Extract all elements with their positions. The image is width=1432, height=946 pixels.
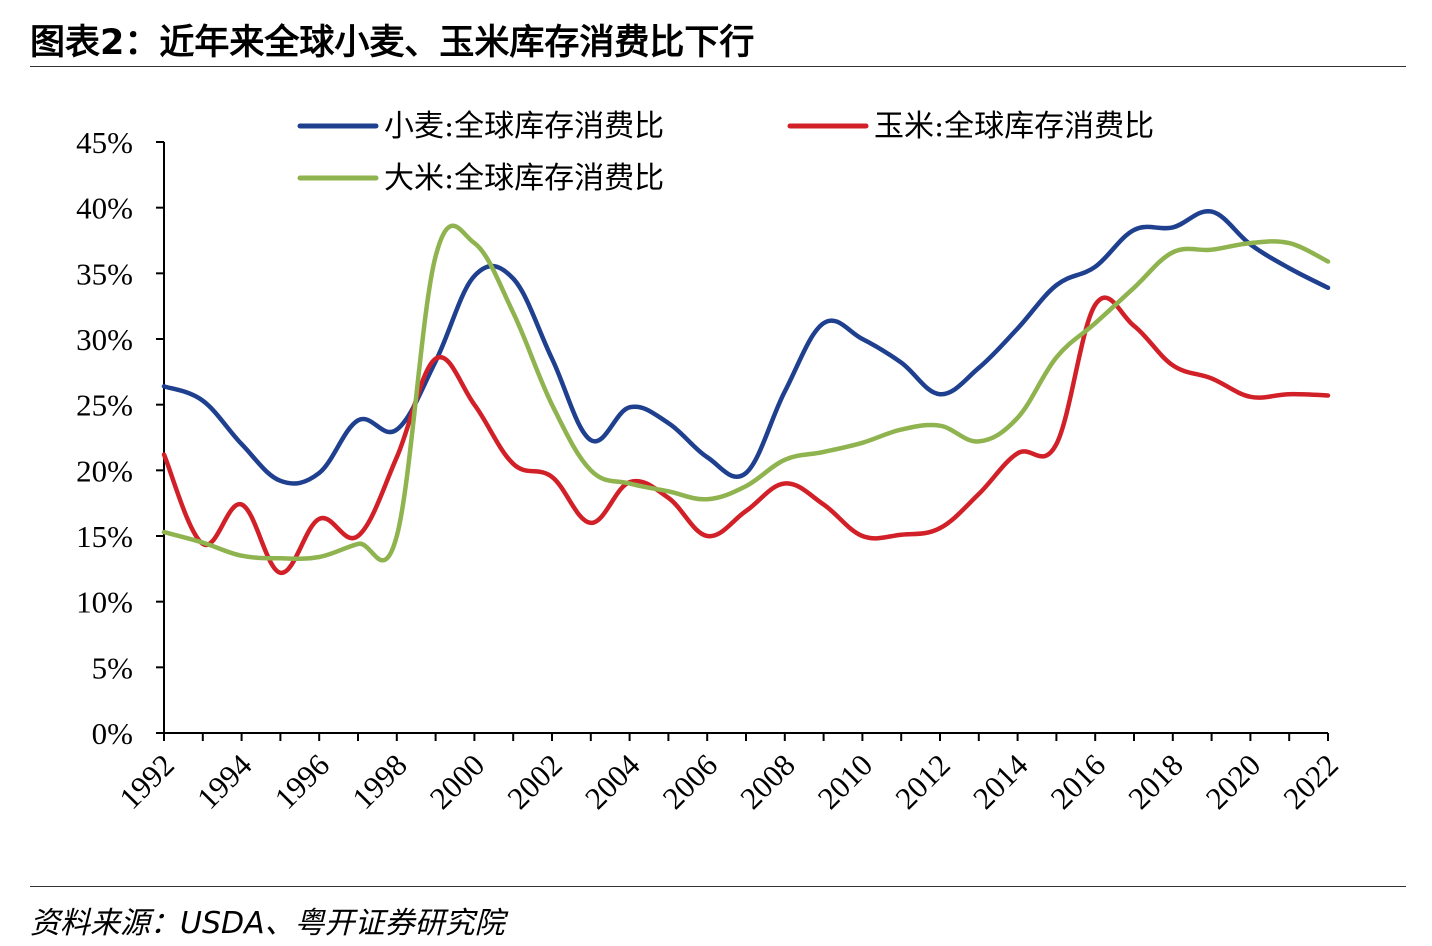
legend-label: 小麦:全球库存消费比	[384, 109, 664, 144]
x-tick-label: 2016	[1044, 747, 1113, 816]
source-divider	[30, 886, 1406, 887]
x-tick-label: 2000	[423, 747, 492, 816]
rice-series-line	[161, 223, 1331, 563]
x-tick-label: 2022	[1276, 747, 1345, 816]
source-note: 资料来源：USDA、粤开证券研究院	[30, 906, 505, 941]
x-tick-label: 1994	[190, 747, 259, 816]
x-tick-label: 2014	[966, 747, 1035, 816]
y-tick-label: 35%	[76, 256, 133, 291]
y-tick-label: 40%	[76, 191, 133, 226]
x-tick-label: 2018	[1121, 747, 1190, 816]
series-lines	[161, 209, 1331, 576]
y-tick-label: 20%	[76, 453, 133, 488]
y-tick-label: 30%	[76, 322, 133, 357]
x-tick-label: 2004	[578, 747, 647, 816]
chart-title: 图表2：近年来全球小麦、玉米库存消费比下行	[30, 23, 755, 63]
y-tick-label: 10%	[76, 585, 133, 620]
x-tick-label: 2006	[656, 747, 725, 816]
x-tick-label: 1998	[345, 747, 414, 816]
legend-label: 玉米:全球库存消费比	[874, 109, 1154, 144]
title-divider	[30, 66, 1406, 67]
y-tick-label: 25%	[76, 388, 133, 423]
legend-rice: 大米:全球库存消费比	[297, 161, 664, 196]
x-tick-label: 2020	[1199, 747, 1268, 816]
chart-axes	[163, 142, 1328, 734]
x-tick-label: 1996	[268, 747, 337, 816]
x-tick-label: 2008	[733, 747, 802, 816]
x-tick-label: 2012	[888, 747, 957, 816]
corn-series-line	[161, 295, 1331, 576]
x-tick-label: 1992	[112, 747, 181, 816]
x-tick-label: 2002	[500, 747, 569, 816]
x-tick-label: 2010	[811, 747, 880, 816]
y-tick-label: 0%	[92, 716, 133, 751]
y-tick-label: 5%	[92, 650, 133, 685]
x-axis-ticks: 1992 1994 1996 1998 2000 2002 2004 2006 2008 2010…	[112, 733, 1345, 816]
y-tick-label: 45%	[76, 125, 133, 160]
legend-label: 大米:全球库存消费比	[384, 161, 664, 196]
y-axis-ticks: 0% 5% 10% 15% 20% 25% 30% 35% 40% 45%	[76, 125, 164, 751]
wheat-series-line	[161, 209, 1331, 486]
y-tick-label: 15%	[76, 519, 133, 554]
legend-wheat: 小麦:全球库存消费比	[297, 109, 664, 144]
legend-corn: 玉米:全球库存消费比	[787, 109, 1154, 144]
